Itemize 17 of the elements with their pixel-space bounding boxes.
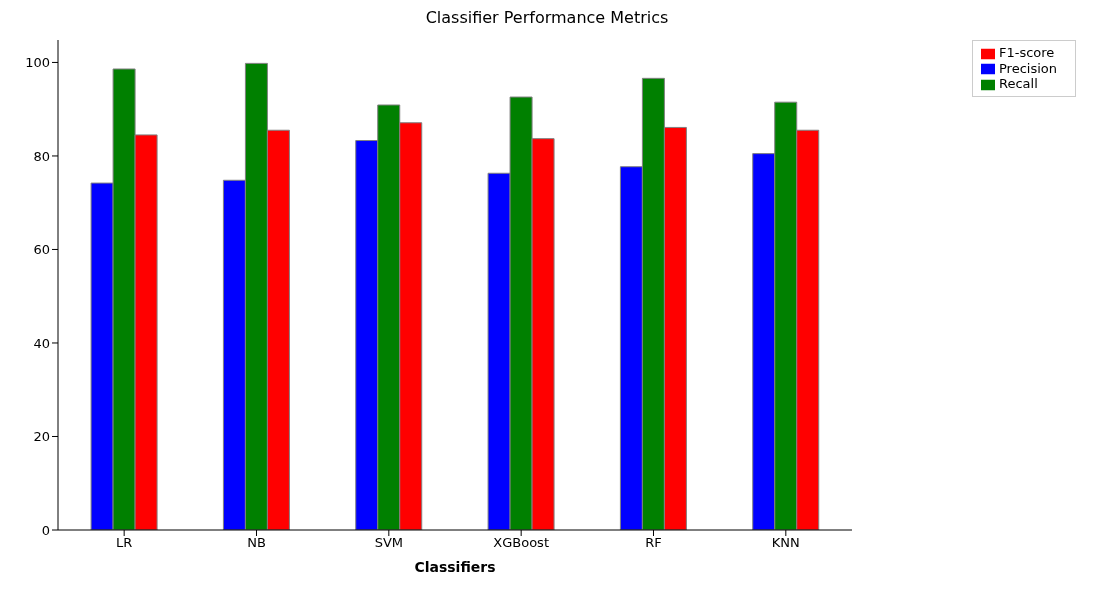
x-tick-label: SVM [374, 535, 404, 551]
x-tick-label: XGBoost [493, 535, 549, 551]
x-tick-label: RF [645, 535, 662, 551]
y-tick-label: 0 [41, 522, 50, 538]
y-tick-label: 40 [33, 335, 50, 351]
x-tick-label: LR [116, 535, 133, 551]
y-tick-label: 60 [33, 242, 50, 258]
legend-label: F1-score [998, 45, 1055, 60]
y-tick-label: 100 [25, 55, 50, 71]
legend-label: Recall [998, 76, 1038, 91]
x-tick-label: NB [247, 535, 266, 551]
x-axis-title: Classifiers [414, 559, 496, 575]
legend-label: Precision [998, 60, 1057, 76]
y-tick-label: 20 [33, 429, 50, 445]
x-tick-label: KNN [771, 535, 800, 551]
y-tick-label: 80 [33, 148, 50, 164]
chart-title: Classifier Performance Metrics [424, 8, 670, 29]
